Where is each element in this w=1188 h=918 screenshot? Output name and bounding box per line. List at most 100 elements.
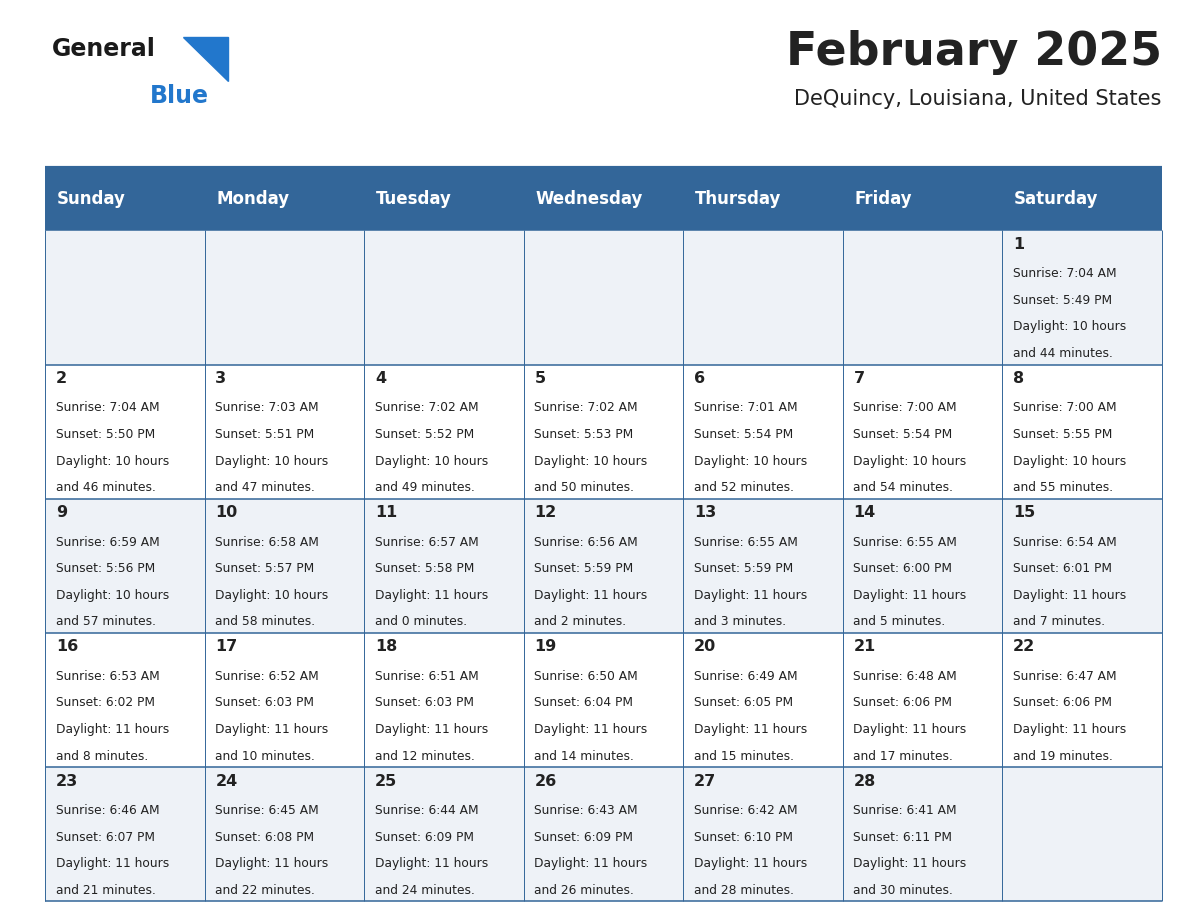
Text: Sunset: 5:53 PM: Sunset: 5:53 PM — [535, 428, 633, 441]
Text: Daylight: 10 hours: Daylight: 10 hours — [1013, 454, 1126, 467]
Text: Sunrise: 6:50 AM: Sunrise: 6:50 AM — [535, 670, 638, 683]
Text: Sunset: 5:49 PM: Sunset: 5:49 PM — [1013, 294, 1112, 307]
Text: and 2 minutes.: and 2 minutes. — [535, 615, 626, 629]
Text: 21: 21 — [853, 640, 876, 655]
Text: Daylight: 11 hours: Daylight: 11 hours — [56, 857, 169, 870]
Text: Sunset: 5:54 PM: Sunset: 5:54 PM — [694, 428, 794, 441]
Text: Sunset: 5:54 PM: Sunset: 5:54 PM — [853, 428, 953, 441]
Text: and 28 minutes.: and 28 minutes. — [694, 884, 794, 897]
Text: and 57 minutes.: and 57 minutes. — [56, 615, 156, 629]
Text: Sunrise: 6:46 AM: Sunrise: 6:46 AM — [56, 804, 159, 817]
Text: 17: 17 — [215, 640, 238, 655]
Text: and 24 minutes.: and 24 minutes. — [375, 884, 475, 897]
Text: Sunrise: 6:49 AM: Sunrise: 6:49 AM — [694, 670, 797, 683]
Text: and 21 minutes.: and 21 minutes. — [56, 884, 156, 897]
Text: Sunset: 6:06 PM: Sunset: 6:06 PM — [853, 697, 953, 710]
Text: and 7 minutes.: and 7 minutes. — [1013, 615, 1105, 629]
Text: 12: 12 — [535, 505, 557, 521]
Text: Sunset: 5:55 PM: Sunset: 5:55 PM — [1013, 428, 1112, 441]
Text: Sunset: 5:59 PM: Sunset: 5:59 PM — [535, 562, 633, 576]
Text: Sunrise: 7:02 AM: Sunrise: 7:02 AM — [375, 401, 479, 414]
Text: and 44 minutes.: and 44 minutes. — [1013, 347, 1113, 360]
Text: Friday: Friday — [854, 190, 912, 208]
Text: and 0 minutes.: and 0 minutes. — [375, 615, 467, 629]
Bar — [45, 364, 1162, 498]
Text: Sunrise: 7:01 AM: Sunrise: 7:01 AM — [694, 401, 797, 414]
Text: and 49 minutes.: and 49 minutes. — [375, 481, 475, 494]
Text: Sunrise: 6:55 AM: Sunrise: 6:55 AM — [694, 535, 798, 549]
Text: Daylight: 11 hours: Daylight: 11 hours — [375, 857, 488, 870]
Text: Sunrise: 6:43 AM: Sunrise: 6:43 AM — [535, 804, 638, 817]
Text: Saturday: Saturday — [1015, 190, 1099, 208]
Text: Sunrise: 6:56 AM: Sunrise: 6:56 AM — [535, 535, 638, 549]
Text: Sunset: 5:51 PM: Sunset: 5:51 PM — [215, 428, 315, 441]
Text: Tuesday: Tuesday — [377, 190, 451, 208]
Text: Sunset: 6:09 PM: Sunset: 6:09 PM — [535, 831, 633, 844]
Text: Sunrise: 6:57 AM: Sunrise: 6:57 AM — [375, 535, 479, 549]
Text: 23: 23 — [56, 774, 78, 789]
Text: Sunset: 6:01 PM: Sunset: 6:01 PM — [1013, 562, 1112, 576]
Text: Sunset: 6:00 PM: Sunset: 6:00 PM — [853, 562, 953, 576]
Text: 1: 1 — [1013, 237, 1024, 252]
Text: 2: 2 — [56, 371, 67, 386]
Text: Daylight: 11 hours: Daylight: 11 hours — [535, 723, 647, 736]
Bar — [45, 168, 1162, 230]
Text: 19: 19 — [535, 640, 557, 655]
Text: Sunset: 6:03 PM: Sunset: 6:03 PM — [375, 697, 474, 710]
Bar — [45, 498, 1162, 633]
Text: 15: 15 — [1013, 505, 1035, 521]
Text: 5: 5 — [535, 371, 545, 386]
Text: and 15 minutes.: and 15 minutes. — [694, 750, 794, 763]
Text: and 47 minutes.: and 47 minutes. — [215, 481, 315, 494]
Polygon shape — [183, 37, 228, 81]
Text: 20: 20 — [694, 640, 716, 655]
Text: 7: 7 — [853, 371, 865, 386]
Text: Blue: Blue — [150, 84, 209, 108]
Text: Sunrise: 7:00 AM: Sunrise: 7:00 AM — [853, 401, 958, 414]
Text: 13: 13 — [694, 505, 716, 521]
Text: and 52 minutes.: and 52 minutes. — [694, 481, 794, 494]
Text: 10: 10 — [215, 505, 238, 521]
Text: and 3 minutes.: and 3 minutes. — [694, 615, 786, 629]
Text: and 55 minutes.: and 55 minutes. — [1013, 481, 1113, 494]
Text: Daylight: 11 hours: Daylight: 11 hours — [853, 588, 967, 602]
Text: 6: 6 — [694, 371, 706, 386]
Text: and 12 minutes.: and 12 minutes. — [375, 750, 475, 763]
Text: and 58 minutes.: and 58 minutes. — [215, 615, 316, 629]
Text: Sunrise: 6:55 AM: Sunrise: 6:55 AM — [853, 535, 958, 549]
Text: Daylight: 11 hours: Daylight: 11 hours — [56, 723, 169, 736]
Text: 26: 26 — [535, 774, 557, 789]
Text: and 54 minutes.: and 54 minutes. — [853, 481, 954, 494]
Text: General: General — [52, 37, 156, 61]
Text: Sunrise: 6:47 AM: Sunrise: 6:47 AM — [1013, 670, 1117, 683]
Text: Sunrise: 7:04 AM: Sunrise: 7:04 AM — [1013, 267, 1117, 280]
Text: Sunset: 6:10 PM: Sunset: 6:10 PM — [694, 831, 792, 844]
Text: Daylight: 11 hours: Daylight: 11 hours — [853, 857, 967, 870]
Text: Sunrise: 6:51 AM: Sunrise: 6:51 AM — [375, 670, 479, 683]
Text: Sunset: 5:50 PM: Sunset: 5:50 PM — [56, 428, 156, 441]
Text: Daylight: 10 hours: Daylight: 10 hours — [56, 454, 169, 467]
Text: 18: 18 — [375, 640, 397, 655]
Text: Sunset: 6:08 PM: Sunset: 6:08 PM — [215, 831, 315, 844]
Text: Sunrise: 7:00 AM: Sunrise: 7:00 AM — [1013, 401, 1117, 414]
Text: Daylight: 11 hours: Daylight: 11 hours — [853, 723, 967, 736]
Text: Daylight: 11 hours: Daylight: 11 hours — [1013, 588, 1126, 602]
Text: Daylight: 11 hours: Daylight: 11 hours — [375, 588, 488, 602]
Text: 3: 3 — [215, 371, 227, 386]
Text: Daylight: 10 hours: Daylight: 10 hours — [1013, 320, 1126, 333]
Text: Sunrise: 6:58 AM: Sunrise: 6:58 AM — [215, 535, 320, 549]
Text: and 22 minutes.: and 22 minutes. — [215, 884, 315, 897]
Text: 25: 25 — [375, 774, 397, 789]
Text: Monday: Monday — [216, 190, 290, 208]
Text: February 2025: February 2025 — [785, 30, 1162, 75]
Text: Sunrise: 6:48 AM: Sunrise: 6:48 AM — [853, 670, 958, 683]
Text: Daylight: 11 hours: Daylight: 11 hours — [694, 857, 807, 870]
Text: Daylight: 11 hours: Daylight: 11 hours — [694, 588, 807, 602]
Text: Sunrise: 6:52 AM: Sunrise: 6:52 AM — [215, 670, 320, 683]
Text: Daylight: 11 hours: Daylight: 11 hours — [535, 857, 647, 870]
Text: Daylight: 10 hours: Daylight: 10 hours — [853, 454, 967, 467]
Text: and 14 minutes.: and 14 minutes. — [535, 750, 634, 763]
Text: 28: 28 — [853, 774, 876, 789]
Bar — [45, 633, 1162, 767]
Text: and 8 minutes.: and 8 minutes. — [56, 750, 148, 763]
